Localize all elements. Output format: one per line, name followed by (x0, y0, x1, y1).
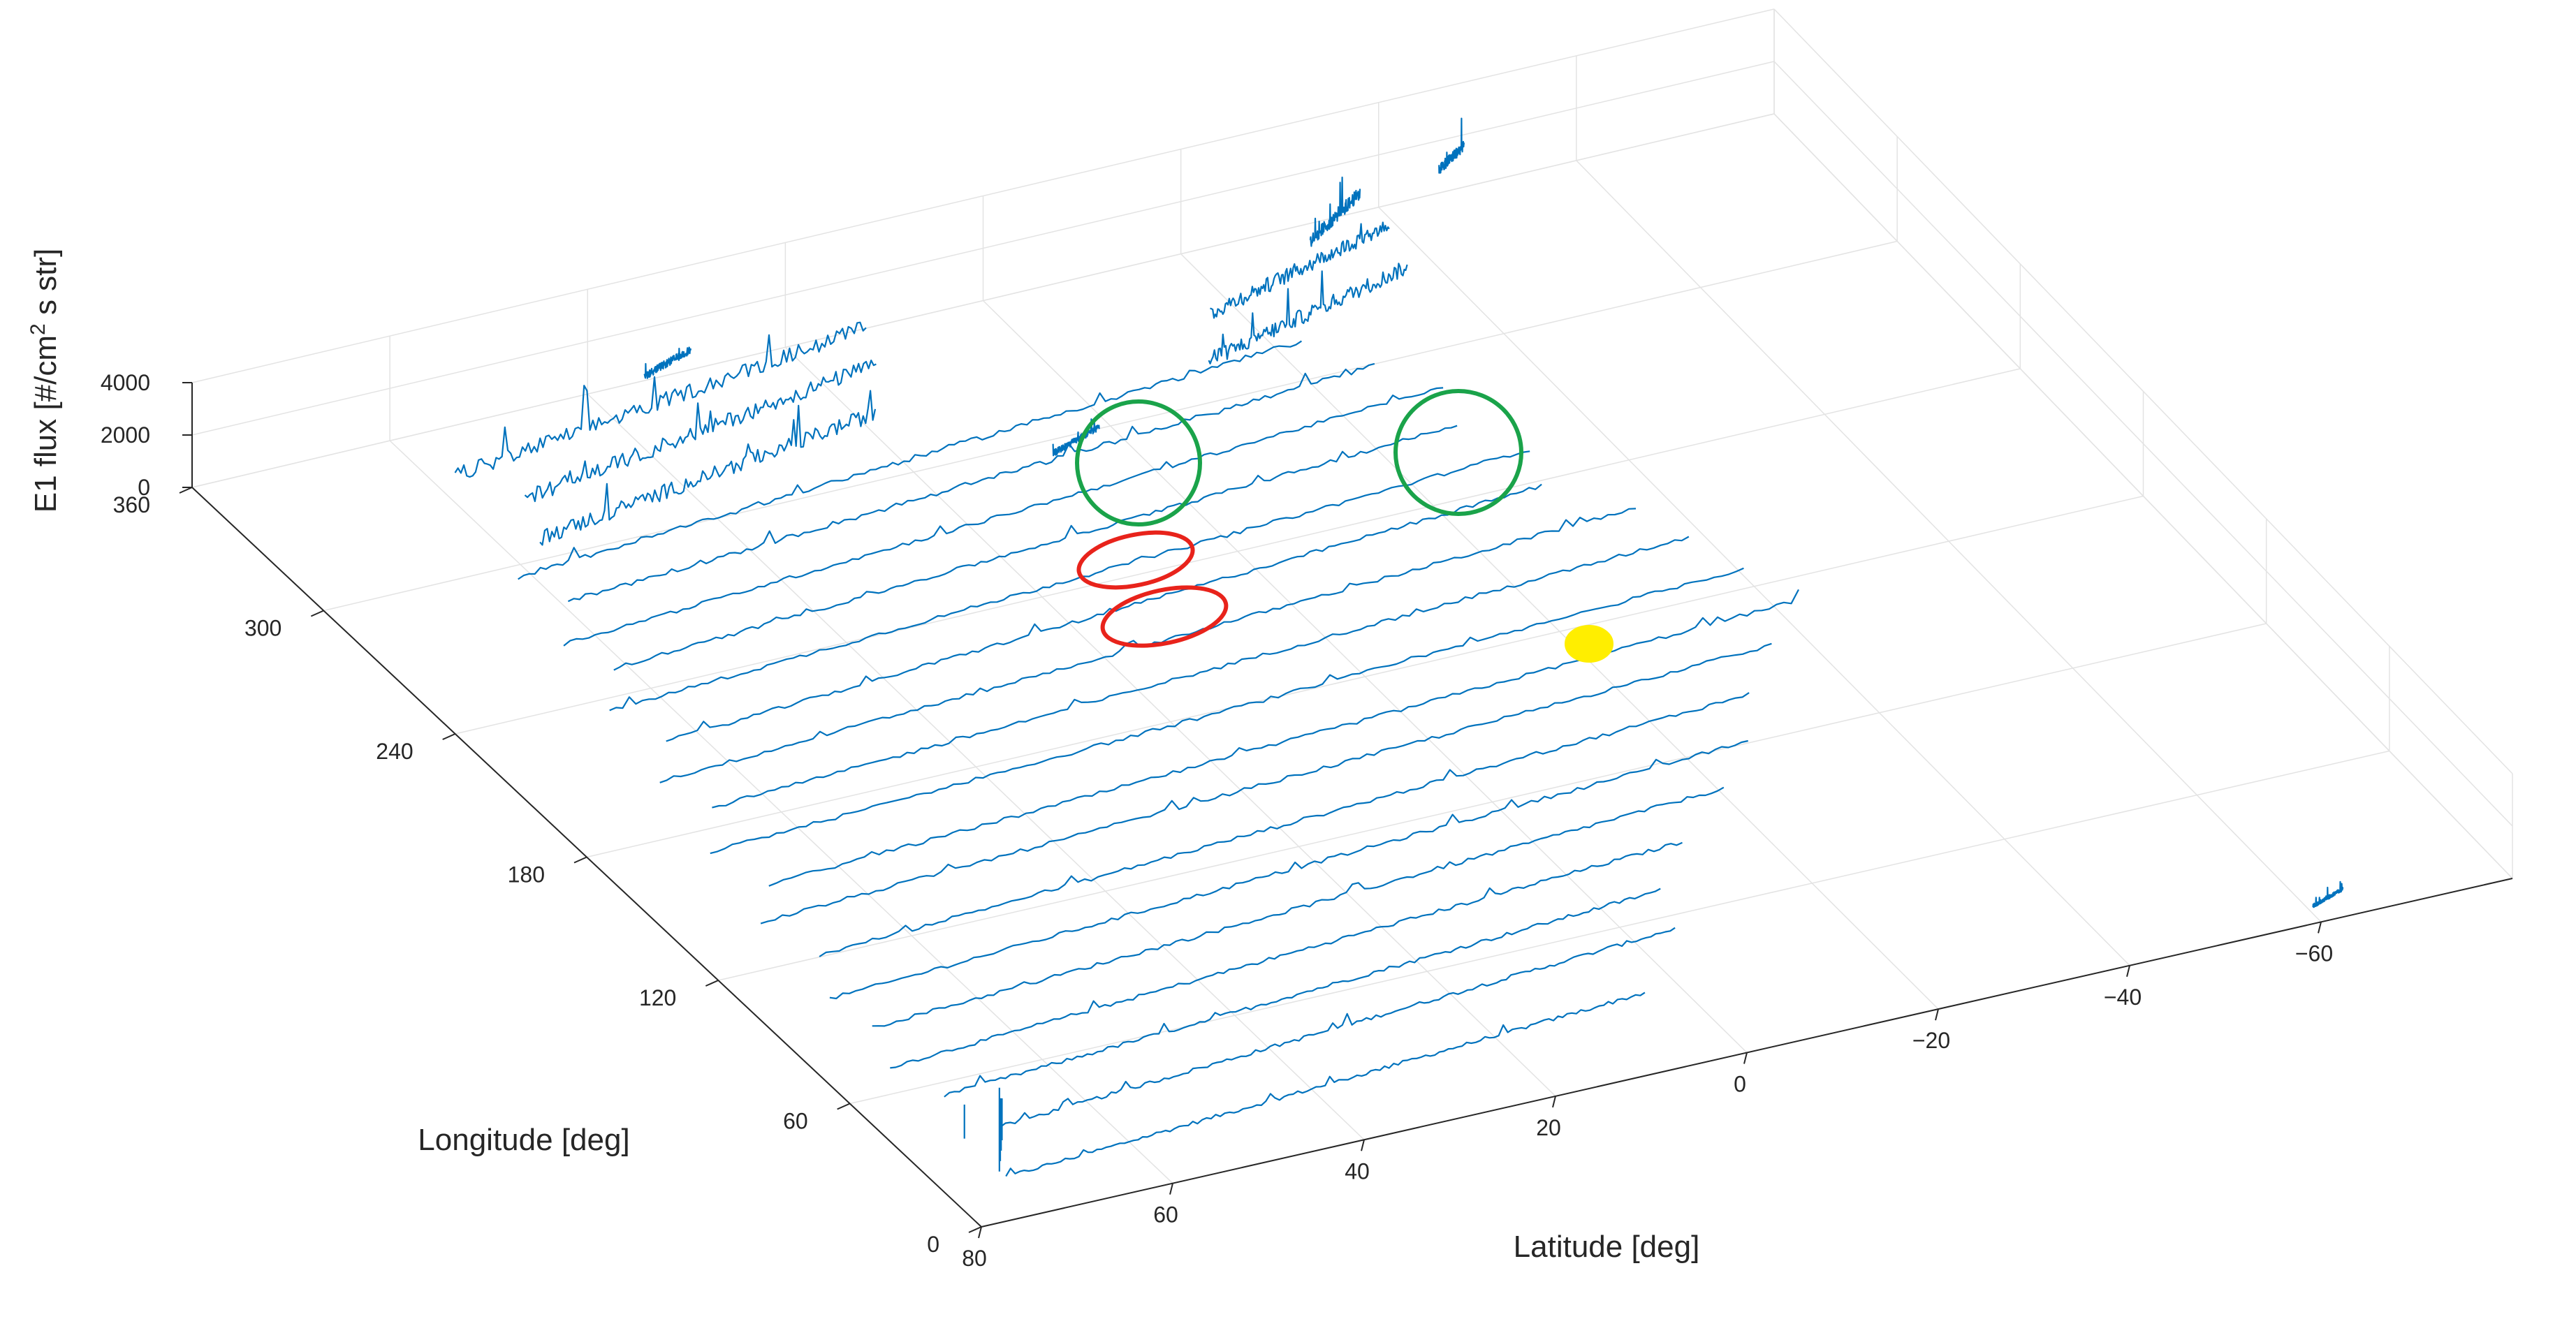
highlight-ellipse-red (1076, 530, 1195, 590)
grid-line-lon (718, 623, 2267, 981)
series-pass-line (1005, 992, 1646, 1177)
x-tick-label: 20 (1536, 1115, 1561, 1140)
grid-line-lon (323, 240, 1898, 612)
grid-line-back-horizontal (191, 61, 1775, 436)
grid-line-side-horizontal (1773, 61, 2513, 827)
series-pass-line (539, 390, 877, 546)
grid-line-lon (455, 368, 2021, 735)
y-tick-label: 60 (783, 1109, 808, 1134)
x-tick-mark (2126, 965, 2130, 977)
series-pass-line (712, 536, 1690, 809)
y-tick-mark (968, 1226, 982, 1233)
x-tick-label: 60 (1153, 1202, 1178, 1228)
y-axis-label: Longitude [deg] (418, 1123, 629, 1157)
series-pass-line (1208, 263, 1408, 364)
tick-labels: 806040200−20−40−600601201802403003600200… (101, 370, 2333, 1271)
x-tick-label: 80 (962, 1246, 987, 1271)
y-tick-label: 0 (927, 1232, 939, 1257)
x-tick-mark (1552, 1096, 1556, 1108)
y-tick-mark (573, 856, 587, 864)
series-pass-line (2312, 881, 2344, 908)
z-axis-label-post: s str] (29, 249, 63, 324)
series-pass-line (1438, 117, 1465, 174)
y-tick-mark (705, 980, 719, 987)
highlight-ellipse-red (1100, 585, 1229, 648)
series-pass-line (890, 841, 1683, 1069)
x-tick-mark (1361, 1140, 1365, 1151)
x-tick-label: −60 (2295, 941, 2333, 966)
series-pass-line (829, 739, 1748, 1000)
series-pass-line (666, 483, 1542, 742)
series-group (454, 117, 2344, 1177)
grid (191, 8, 2513, 1228)
highlight-circle-green (1393, 389, 1523, 516)
y-tick-label: 300 (244, 616, 281, 641)
axes-box (179, 382, 2513, 1239)
y-tick-mark (837, 1103, 851, 1110)
y-tick-label: 240 (376, 739, 413, 764)
y-tick-mark (179, 487, 193, 494)
grid-line-lon (849, 750, 2390, 1105)
series-pass-line (760, 642, 1772, 924)
x-tick-mark (1743, 1052, 1748, 1064)
series-pass-line (567, 362, 1375, 603)
z-axis-label-pre: E1 flux [#/cm (29, 335, 63, 513)
x-tick-label: 40 (1345, 1158, 1370, 1184)
y-tick-mark (442, 733, 456, 740)
series-pass-line (872, 786, 1725, 1027)
series-pass-line (563, 387, 1444, 647)
series-pass-line (454, 321, 867, 478)
highlight-dot-yellow (1565, 625, 1613, 663)
series-pass-line (609, 450, 1530, 712)
x-tick-label: 0 (1734, 1072, 1746, 1097)
grid-line-side-horizontal (1773, 113, 2513, 879)
y-tick-label: 360 (113, 492, 150, 517)
series-pass-line (768, 589, 1799, 887)
series-pass-line (1000, 927, 1676, 1128)
grid-line-back-horizontal (191, 8, 1775, 383)
y-tick-label: 120 (639, 985, 676, 1010)
series-pass-line (524, 359, 877, 503)
annotations (1075, 389, 1613, 663)
z-tick-label: 4000 (101, 370, 150, 395)
z-tick-label: 2000 (101, 422, 150, 448)
x-tick-label: −20 (1912, 1028, 1950, 1053)
highlight-circle-green (1075, 399, 1202, 526)
series-pass-line (819, 692, 1750, 957)
grid-line-lon (586, 495, 2144, 858)
z-axis-label-sup: 2 (27, 323, 50, 335)
grid-line-side-horizontal (1773, 8, 2513, 774)
grid-line-back-horizontal (191, 113, 1775, 488)
series-pass-line (710, 567, 1744, 855)
z-axis-label: E1 flux [#/cm2 s str] (27, 249, 63, 513)
z-tick-label: 0 (138, 475, 150, 500)
series-pass-line (1309, 176, 1361, 247)
y-tick-mark (310, 610, 324, 617)
x-axis-label: Latitude [deg] (1514, 1230, 1700, 1264)
x-tick-mark (2318, 922, 2322, 934)
series-pass-line (613, 425, 1458, 671)
x-tick-label: −40 (2104, 985, 2142, 1010)
x-tick-mark (1169, 1183, 1173, 1195)
series-pass-line (643, 346, 692, 379)
series-pass-line (518, 340, 1303, 580)
y-tick-label: 180 (508, 862, 545, 887)
series-pass-line (944, 887, 1661, 1098)
x-tick-mark (1935, 1008, 1939, 1021)
series-pass-line (1210, 221, 1390, 319)
x-tick-mark (978, 1226, 982, 1239)
